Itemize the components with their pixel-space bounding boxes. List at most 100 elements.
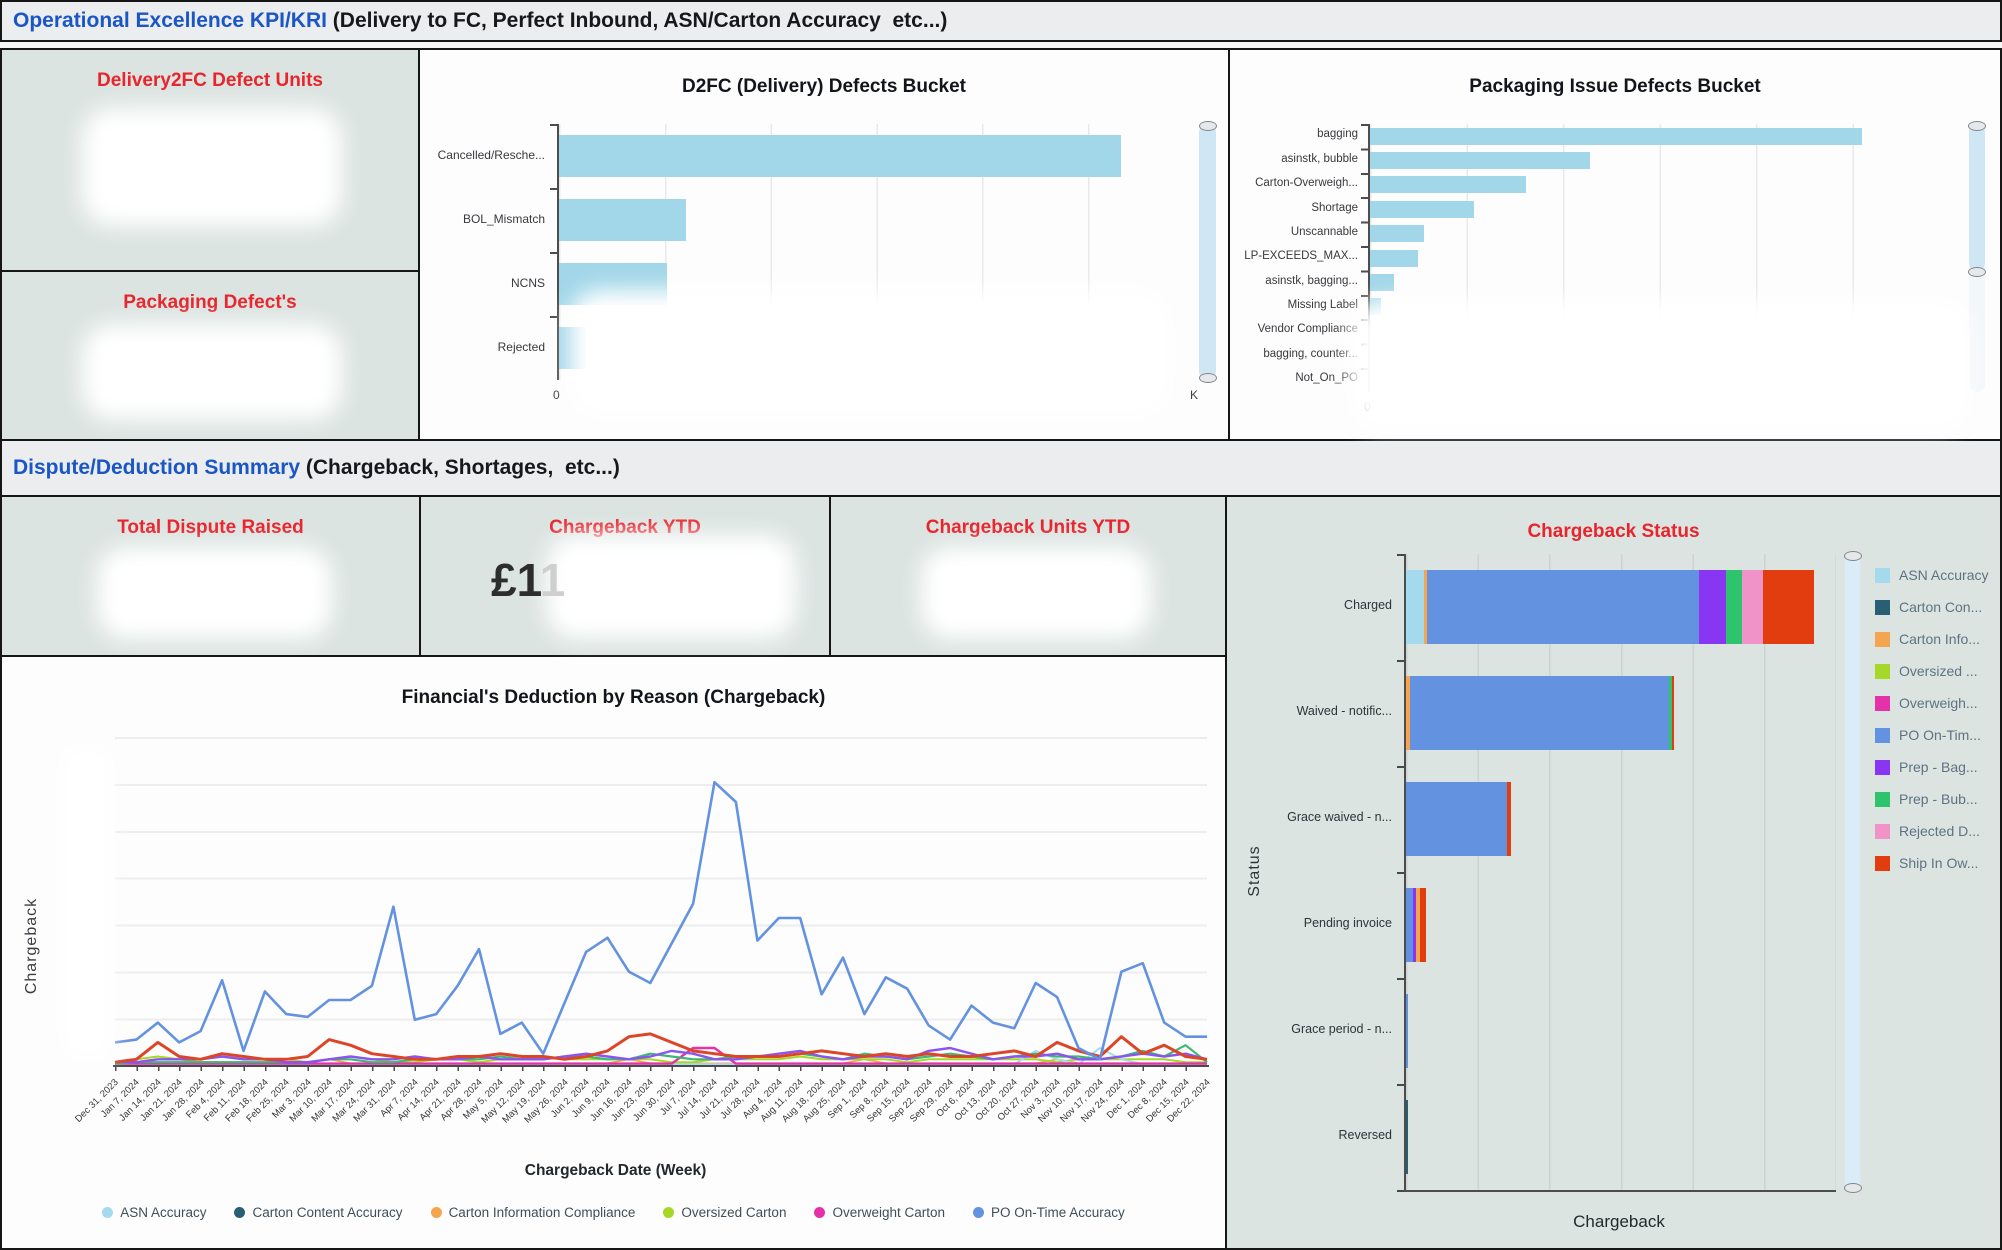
stacked-bar-reversed[interactable] <box>1406 1100 1836 1174</box>
stacked-bar-waived-notific-[interactable] <box>1406 676 1836 750</box>
segment-rejected[interactable] <box>1742 570 1764 644</box>
status-plot-area[interactable] <box>1404 554 1836 1192</box>
section2-subtitle: (Chargeback, Shortages, etc...) <box>300 456 620 479</box>
legend-item-overweight[interactable]: Overweight Carton <box>814 1205 945 1220</box>
bar-bol-mismatch[interactable] <box>559 199 686 241</box>
packaging-scrollbar[interactable] <box>1968 121 1986 392</box>
d2fc-scrollbar[interactable] <box>1198 121 1217 383</box>
legend-item-carton-content[interactable]: Carton Content Accuracy <box>234 1205 403 1220</box>
bar-bagging[interactable] <box>1370 127 1863 145</box>
status-legend-item-asn[interactable]: ASN Accuracy <box>1875 567 1988 583</box>
legend-item-asn[interactable]: ASN Accuracy <box>102 1205 206 1220</box>
segment-carton-info[interactable] <box>1406 676 1410 750</box>
legend-item-po[interactable]: PO On-Time Accuracy <box>973 1205 1125 1220</box>
legend-label: ASN Accuracy <box>120 1205 207 1220</box>
status-legend-item-oversized[interactable]: Oversized ... <box>1875 663 1978 679</box>
bar-asinstk-bubble[interactable] <box>1370 152 1591 170</box>
chart-panel-packaging-defects: Packaging Issue Defects Bucket 0 bagging… <box>1228 48 2002 441</box>
d2fc-scroll-handle-top[interactable] <box>1198 121 1217 131</box>
legend-dot-carton-content <box>234 1207 246 1218</box>
status-legend-swatch-prep-bub <box>1875 791 1890 807</box>
packaging-scrollbar-thumb[interactable] <box>1969 124 1985 272</box>
deduction-line-series[interactable] <box>114 737 1208 1066</box>
status-legend-label: Prep - Bag... <box>1899 759 1978 775</box>
bar-category-label: Carton-Overweigh... <box>1255 177 1358 190</box>
status-legend-label: Oversized ... <box>1899 663 1978 679</box>
legend-label: Carton Information Compliance <box>448 1205 636 1220</box>
segment-ship[interactable] <box>1419 888 1426 962</box>
legend-label: Overweight Carton <box>832 1205 946 1220</box>
status-category-label: Grace waived - n... <box>1287 810 1392 824</box>
status-legend-item-carton-info[interactable]: Carton Info... <box>1875 631 1980 647</box>
kpi-value-chargeback-ytd: £11 <box>491 553 565 607</box>
stacked-bar-charged[interactable] <box>1406 570 1836 644</box>
bar-carton-overweigh-[interactable] <box>1370 176 1527 194</box>
deduction-y-axis-label: Chargeback <box>23 897 40 995</box>
status-scroll-handle-bottom[interactable] <box>1843 1183 1862 1193</box>
segment-prep-bub[interactable] <box>1726 570 1743 644</box>
packaging-scroll-handle-top[interactable] <box>1968 121 1986 131</box>
segment-carton-info[interactable] <box>1415 888 1420 962</box>
segment-prep-bag[interactable] <box>1412 888 1416 962</box>
section-header-operational-excellence: Operational Excellence KPI/KRI (Delivery… <box>0 0 2002 42</box>
chart-panel-d2fc-defects: D2FC (Delivery) Defects Bucket 0 K Cance… <box>418 48 1230 441</box>
status-legend-item-prep-bag[interactable]: Prep - Bag... <box>1875 759 1978 775</box>
segment-prep-bub[interactable] <box>1668 676 1672 750</box>
status-legend-item-overweight[interactable]: Overweigh... <box>1875 695 1978 711</box>
status-legend-item-carton-content[interactable]: Carton Con... <box>1875 599 1982 615</box>
segment-prep-bag[interactable] <box>1699 570 1727 644</box>
segment-asn[interactable] <box>1406 570 1425 644</box>
status-category-label: Pending invoice <box>1303 916 1392 930</box>
bar-asinstk-bagging-[interactable] <box>1370 273 1394 291</box>
series-red-line[interactable] <box>114 1032 1208 1064</box>
legend-item-oversized[interactable]: Oversized Carton <box>663 1205 786 1220</box>
segment-carton-content[interactable] <box>1406 1100 1408 1174</box>
kpi-value-visible-part: £1 <box>491 554 540 606</box>
status-legend-label: Prep - Bub... <box>1899 791 1978 807</box>
bar-category-label: NCNS <box>510 276 545 290</box>
bar-category-label: Unscannable <box>1290 225 1358 238</box>
bar-category-label: bagging <box>1317 128 1358 141</box>
d2fc-scroll-handle-bottom[interactable] <box>1198 373 1217 383</box>
status-legend-item-rejected[interactable]: Rejected D... <box>1875 823 1980 839</box>
section1-title: Operational Excellence KPI/KRI <box>13 9 327 32</box>
segment-po[interactable] <box>1406 782 1508 856</box>
packaging-scroll-handle-bottom[interactable] <box>1968 267 1986 278</box>
segment-ship[interactable] <box>1507 782 1511 856</box>
d2fc-x-tick-0: 0 <box>553 388 560 402</box>
bar-lp-exceeds-max-[interactable] <box>1370 249 1419 267</box>
bar-category-label: bagging, counter... <box>1263 347 1358 360</box>
kpi-title-chargeback-ytd: Chargeback YTD <box>549 517 701 538</box>
bar-unscannable[interactable] <box>1370 225 1424 243</box>
series-oversized[interactable] <box>114 1055 1207 1064</box>
series-po[interactable] <box>114 780 1207 1061</box>
status-legend-item-ship[interactable]: Ship In Ow... <box>1875 855 1978 871</box>
legend-item-carton-info[interactable]: Carton Information Compliance <box>430 1205 636 1220</box>
d2fc-scrollbar-thumb[interactable] <box>1199 124 1216 380</box>
chart-title-packaging: Packaging Issue Defects Bucket <box>1469 76 1761 97</box>
segment-po[interactable] <box>1406 888 1413 962</box>
stacked-bar-pending-invoice[interactable] <box>1406 888 1836 962</box>
segment-carton-info[interactable] <box>1424 570 1428 644</box>
status-legend-label: ASN Accuracy <box>1899 567 1989 583</box>
bar-shortage[interactable] <box>1370 200 1475 218</box>
segment-po[interactable] <box>1427 570 1700 644</box>
d2fc-x-tick-k: K <box>1190 388 1199 402</box>
segment-ship[interactable] <box>1671 676 1674 750</box>
status-scrollbar[interactable] <box>1843 551 1862 1193</box>
deduction-plot-area[interactable] <box>115 737 1207 1065</box>
chart-title-deduction: Financial's Deduction by Reason (Chargeb… <box>401 687 826 708</box>
legend-dot-asn <box>102 1207 114 1218</box>
status-legend-item-po[interactable]: PO On-Tim... <box>1875 727 1981 743</box>
legend-label: Oversized Carton <box>681 1205 787 1220</box>
segment-ship[interactable] <box>1763 570 1815 644</box>
stacked-bar-grace-waived-n-[interactable] <box>1406 782 1836 856</box>
series-overweight[interactable] <box>115 1046 1207 1065</box>
segment-po[interactable] <box>1406 994 1409 1068</box>
stacked-bar-grace-period-n-[interactable] <box>1406 994 1836 1068</box>
status-scroll-handle-top[interactable] <box>1843 551 1862 561</box>
bar-cancelled-resche-[interactable] <box>559 135 1121 177</box>
status-legend-item-prep-bub[interactable]: Prep - Bub... <box>1875 791 1978 807</box>
segment-po[interactable] <box>1409 676 1669 750</box>
series-purple-line[interactable] <box>115 1046 1208 1064</box>
